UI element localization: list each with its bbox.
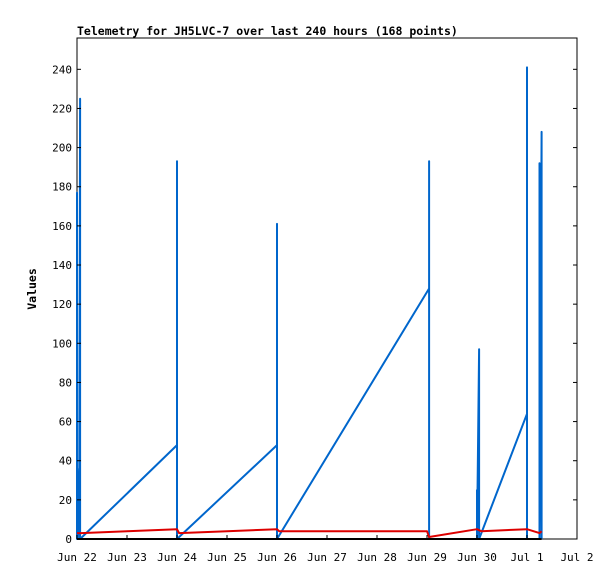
y-tick-label: 20	[59, 494, 72, 507]
y-tick-label: 180	[52, 181, 72, 194]
x-tick-label: Jun 27	[307, 551, 347, 564]
x-tick-label: Jun 29	[407, 551, 447, 564]
series-line-0	[76, 66, 543, 540]
x-tick-label: Jun 23	[107, 551, 147, 564]
x-tick-label: Jun 30	[457, 551, 497, 564]
plot-frame	[76, 37, 578, 540]
y-tick-label: 200	[52, 142, 72, 155]
y-tick-label: 240	[52, 63, 72, 76]
y-tick-label: 100	[52, 337, 72, 350]
series-line-1	[77, 528, 543, 538]
x-tick-label: Jul 1	[510, 551, 543, 564]
y-tick-label: 60	[59, 416, 72, 429]
series-layer	[76, 66, 543, 540]
x-tick-label: Jul 2	[560, 551, 593, 564]
chart-title: Telemetry for JH5LVC-7 over last 240 hou…	[77, 24, 458, 38]
y-tick-label: 160	[52, 220, 72, 233]
y-tick-label: 220	[52, 102, 72, 115]
y-tick-label: 140	[52, 259, 72, 272]
x-tick-label: Jun 25	[207, 551, 247, 564]
y-tick-label: 0	[65, 533, 72, 546]
x-tick-label: Jun 28	[357, 551, 397, 564]
x-tick-label: Jun 22	[57, 551, 97, 564]
x-tick-label: Jun 26	[257, 551, 297, 564]
y-tick-label: 120	[52, 298, 72, 311]
y-axis-label: Values	[25, 268, 39, 310]
y-axis: 0 20 40 60 80 100 120 140 160 180 200 220 240	[52, 63, 577, 546]
y-tick-label: 80	[59, 376, 72, 389]
x-axis: Jun 22 Jun 23 Jun 24 Jun 25 Jun 26 Jun 27 Jun …	[57, 535, 594, 564]
x-tick-label: Jun 24	[157, 551, 197, 564]
y-tick-label: 40	[59, 455, 72, 468]
